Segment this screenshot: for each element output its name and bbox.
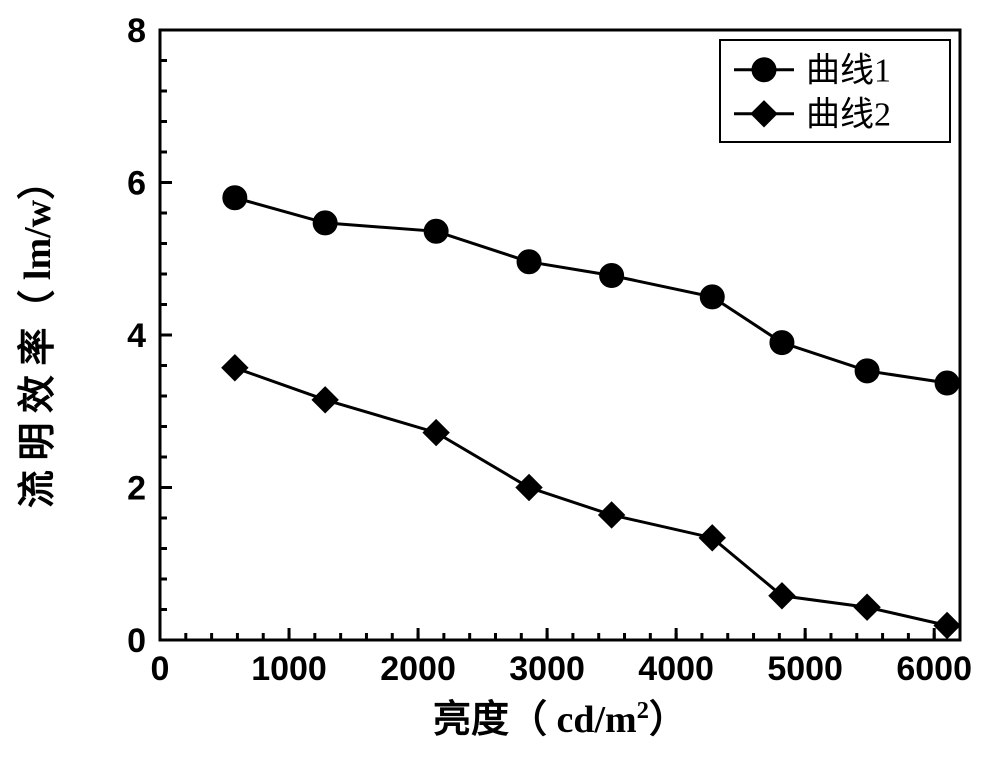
marker-circle xyxy=(935,371,959,395)
marker-circle xyxy=(770,331,794,355)
marker-circle xyxy=(517,250,541,274)
x-axis-label: 亮度（ cd/m2） xyxy=(433,697,687,741)
y-axis-label: 流 明 效 率（ lm/w） xyxy=(17,162,59,508)
marker-circle xyxy=(600,264,624,288)
y-tick-label: 0 xyxy=(127,622,146,660)
x-tick-label: 0 xyxy=(151,650,170,688)
marker-circle xyxy=(855,359,879,383)
marker-circle xyxy=(223,186,247,210)
chart-svg: 0 1000 2000 3000 4000 5000 6000 0 2 4 6 8 亮度（ cd/m2）… xyxy=(0,0,1000,769)
x-tick-label: 2000 xyxy=(380,650,456,688)
y-tick-label: 6 xyxy=(127,164,146,202)
legend-label: 曲线2 xyxy=(806,96,891,134)
y-tick-label: 2 xyxy=(127,469,146,507)
marker-circle xyxy=(700,285,724,309)
x-tick-label: 4000 xyxy=(638,650,714,688)
marker-circle xyxy=(313,211,337,235)
marker-circle xyxy=(752,58,776,82)
y-tick-label: 4 xyxy=(127,317,146,355)
y-tick-label: 8 xyxy=(127,12,146,50)
x-tick-label: 3000 xyxy=(509,650,585,688)
marker-circle xyxy=(424,219,448,243)
legend-label: 曲线1 xyxy=(806,52,891,90)
x-tick-label: 6000 xyxy=(896,650,972,688)
x-tick-label: 1000 xyxy=(251,650,327,688)
x-tick-label: 5000 xyxy=(767,650,843,688)
chart-container: 0 1000 2000 3000 4000 5000 6000 0 2 4 6 8 亮度（ cd/m2）… xyxy=(0,0,1000,769)
